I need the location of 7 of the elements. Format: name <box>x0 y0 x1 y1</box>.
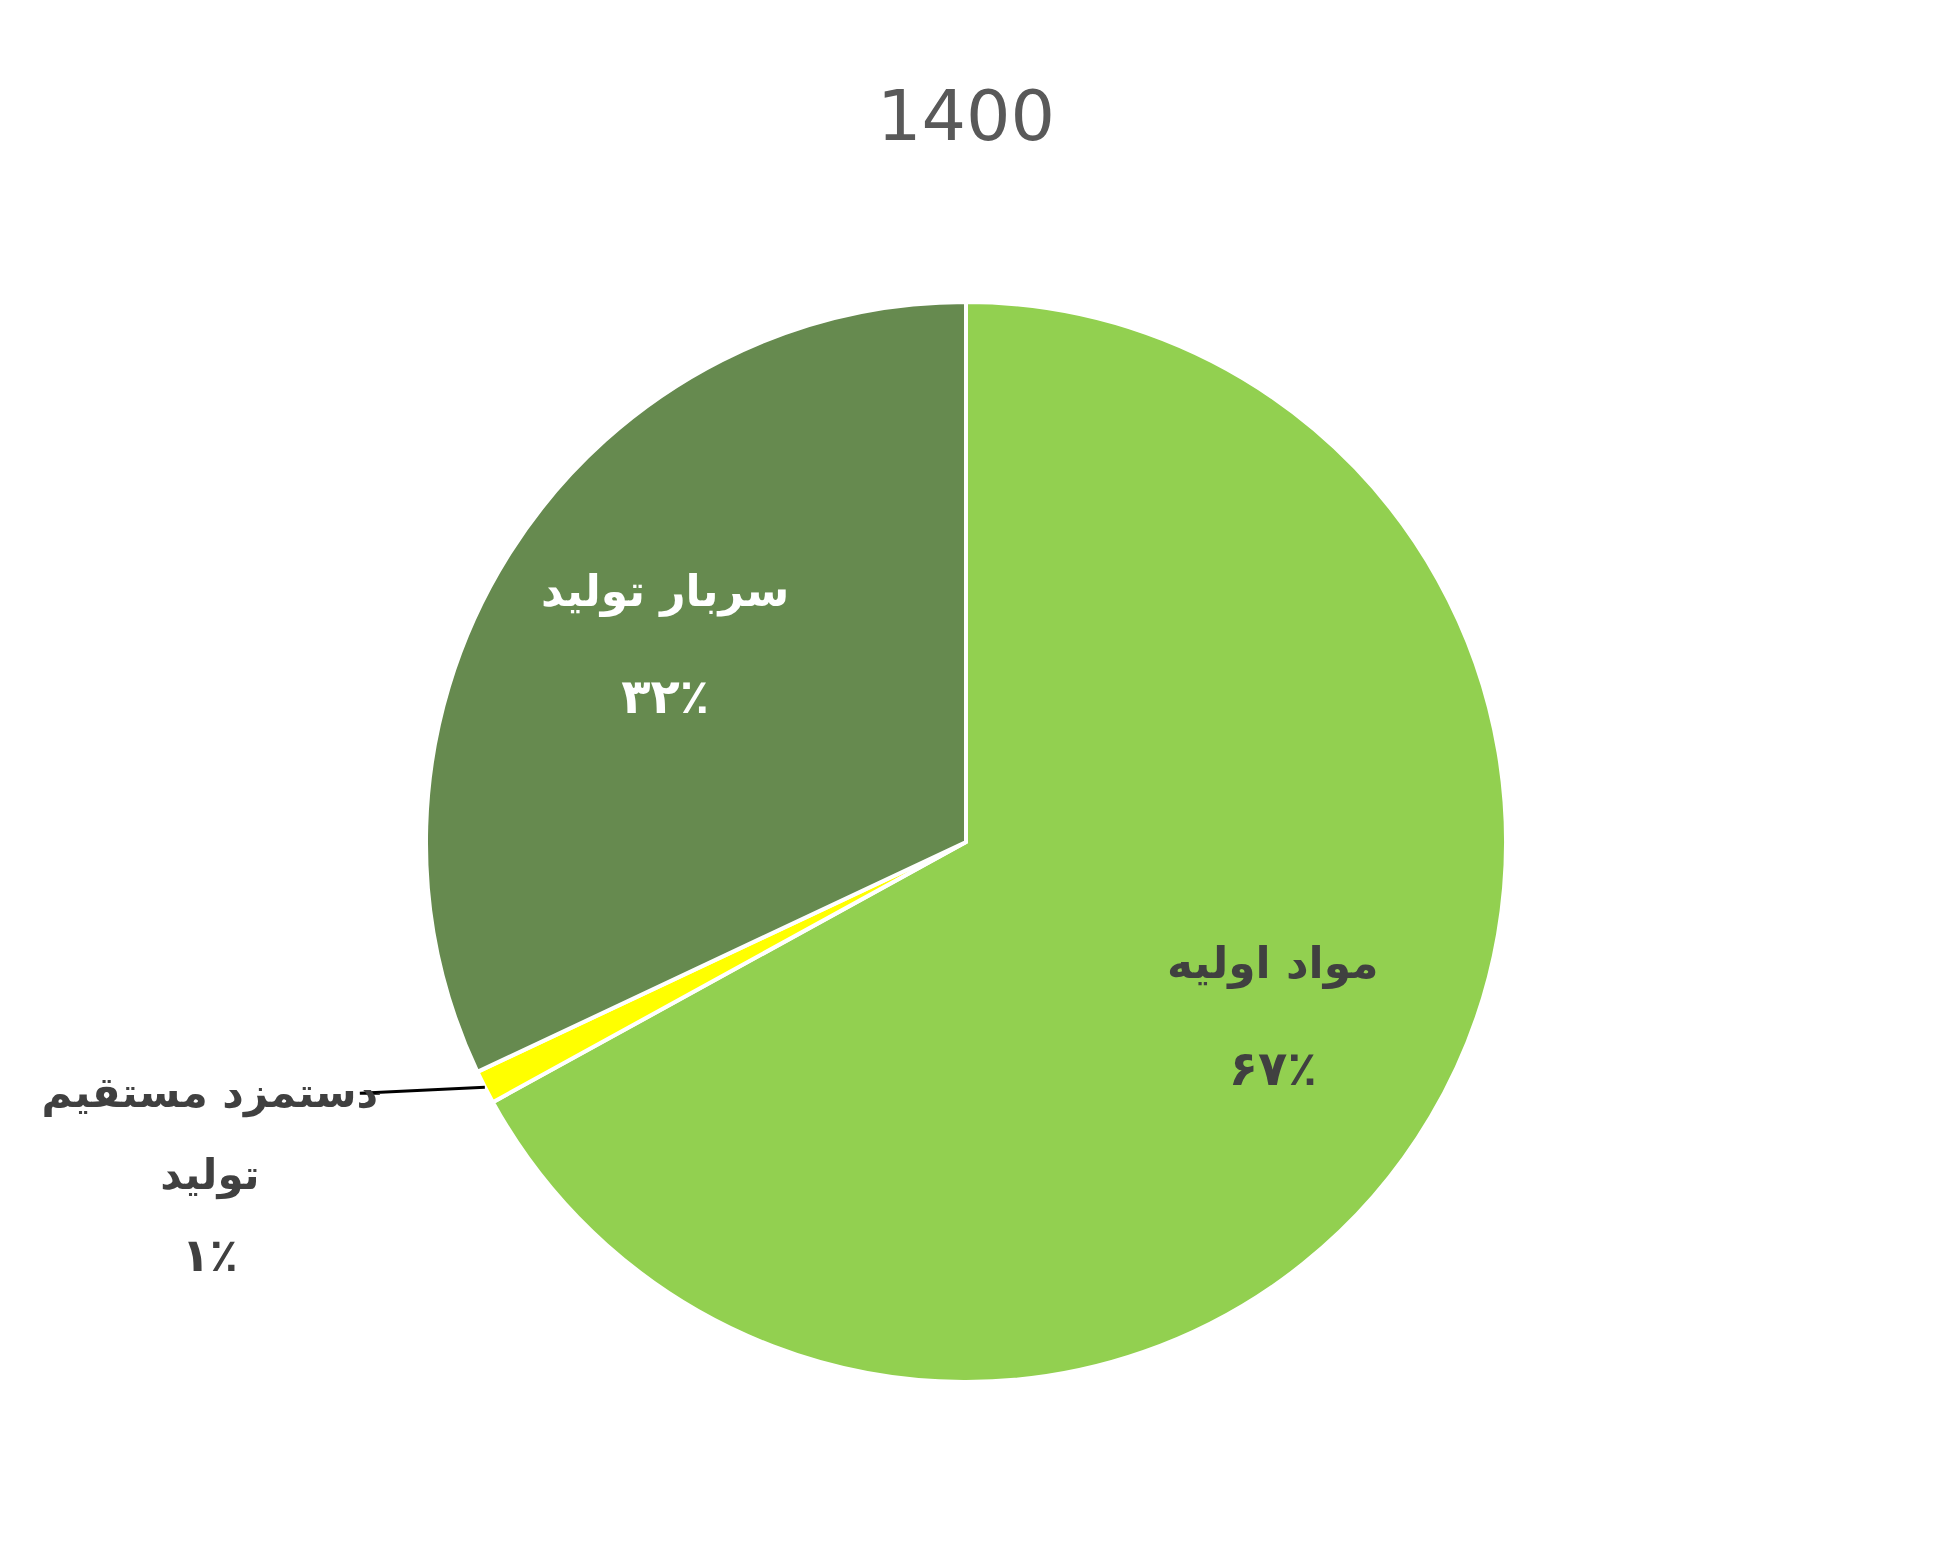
slice-label: دستمزد مستقیم تولید <box>41 1068 379 1201</box>
data-label: ۶۷٪ <box>1228 1040 1317 1097</box>
data-label: ۳۲٪ <box>621 668 710 725</box>
chart-title: 1400 <box>876 75 1056 157</box>
slice-label: سربار تولید <box>540 565 790 618</box>
slice-label: مواد اولیه <box>1167 937 1379 990</box>
data-label: ۱٪ <box>181 1228 238 1283</box>
